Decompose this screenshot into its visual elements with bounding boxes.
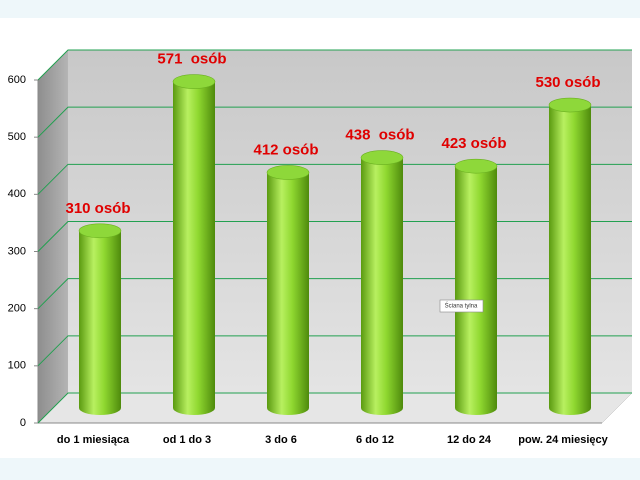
value-label: 530 osób: [535, 74, 600, 91]
x-tick-label: 6 do 12: [356, 434, 394, 446]
grid-line: [37, 278, 632, 310]
x-tick-label: 12 do 24: [447, 434, 492, 446]
bar-top: [266, 165, 310, 180]
value-label: 310 osób: [65, 200, 130, 217]
bar: [267, 172, 309, 415]
grid-line: [37, 163, 632, 195]
bar: [455, 166, 497, 415]
bar: [361, 157, 403, 416]
bar: [549, 105, 591, 416]
bar-top: [454, 158, 498, 174]
value-label: 423 osób: [441, 135, 506, 152]
value-label: 412 osób: [253, 141, 318, 158]
y-tick-label: 100: [8, 360, 26, 372]
floor: [37, 392, 633, 424]
y-tick-label: 0: [20, 417, 26, 429]
bar: [79, 230, 121, 415]
value-label: 438 osób: [345, 127, 414, 144]
bar: [173, 81, 215, 415]
grid-line: [37, 392, 632, 424]
tooltip-box: [439, 299, 484, 313]
y-tick-label: 300: [8, 245, 26, 257]
x-tick-label: do 1 miesiąca: [57, 434, 130, 446]
x-tick-label: pow. 24 miesięcy: [518, 434, 608, 446]
y-tick-label: 200: [8, 303, 26, 315]
x-tick-label: 3 do 6: [265, 434, 297, 446]
x-tick-label: od 1 do 3: [163, 434, 211, 446]
bar-top: [78, 223, 122, 239]
grid-line: [37, 221, 632, 252]
y-tick-label: 600: [8, 74, 26, 86]
y-tick-label: 500: [8, 131, 26, 143]
grid-line: [37, 49, 632, 81]
value-label: 571 osób: [157, 51, 226, 68]
grid-line: [37, 335, 632, 367]
y-tick-label: 400: [8, 188, 26, 200]
grid-line: [37, 106, 632, 138]
tooltip: Ściana tylna: [445, 302, 478, 310]
bar-top: [360, 150, 404, 165]
bar-top: [172, 74, 216, 89]
bar-top: [548, 97, 592, 113]
